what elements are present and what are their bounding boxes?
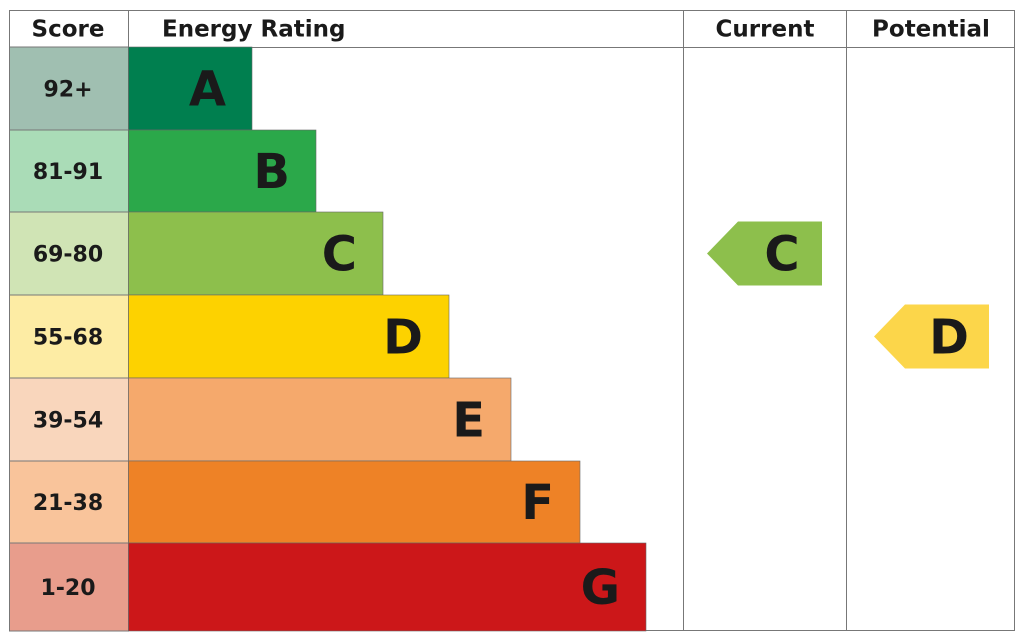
score-cell (9, 460, 129, 544)
rating-bar (128, 460, 581, 544)
current-letter: C (764, 227, 799, 283)
header: Potential (872, 17, 990, 43)
rating-bar (128, 542, 647, 632)
score-cell (9, 211, 129, 296)
rating-bar (128, 294, 450, 379)
score-cell (9, 377, 129, 462)
score-label: 55-68 (33, 326, 103, 351)
rating-letter: D (383, 310, 423, 366)
score-label: 81-91 (33, 160, 103, 185)
score-label: 39-54 (33, 409, 103, 434)
score-cell (9, 129, 129, 213)
rating-letter: E (452, 393, 485, 449)
score-label: 69-80 (33, 243, 103, 268)
rating-letter: G (581, 560, 620, 616)
header: Current (716, 17, 815, 43)
rating-letter: C (322, 227, 357, 283)
score-label: 92+ (43, 78, 92, 103)
potential-letter: D (929, 310, 969, 366)
rating-letter: A (189, 62, 226, 118)
current-arrow (707, 221, 822, 286)
score-cell (9, 542, 129, 632)
rating-bar (128, 211, 384, 296)
score-label: 1-20 (40, 576, 95, 601)
header: Energy Rating (162, 17, 345, 43)
rating-bar (128, 46, 253, 131)
rating-bar (128, 377, 512, 462)
rating-bar (128, 129, 317, 213)
score-label: 21-38 (33, 491, 103, 516)
header: Score (32, 17, 105, 43)
potential-arrow (874, 304, 989, 369)
rating-letter: F (521, 475, 554, 531)
rating-letter: B (253, 144, 290, 200)
